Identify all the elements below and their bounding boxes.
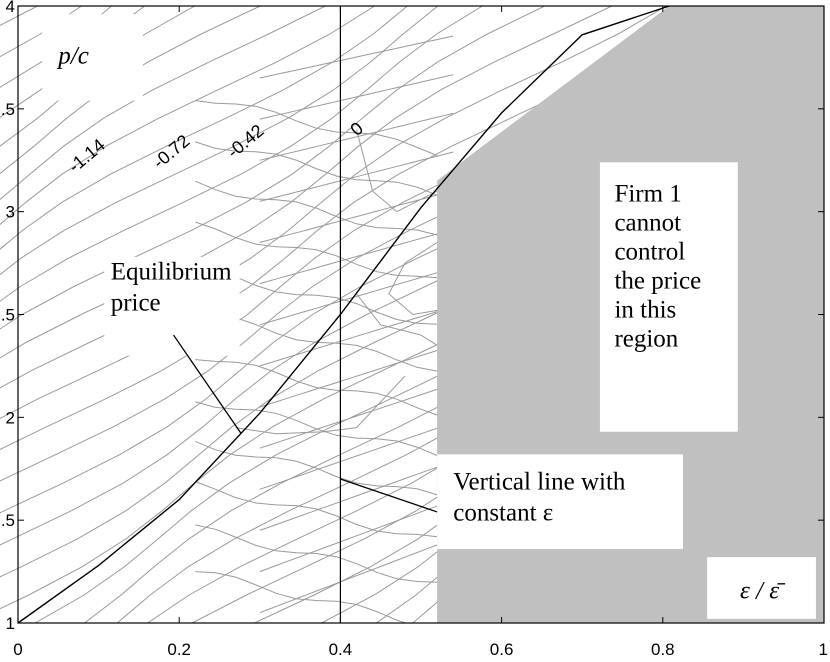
tick-marks xyxy=(17,5,825,624)
contour-line xyxy=(0,6,613,359)
contour-line xyxy=(259,228,454,285)
contour-line xyxy=(0,6,375,226)
annotation-line: control xyxy=(614,238,685,265)
contour-line xyxy=(259,74,454,120)
equilibrium-price-annotation: Equilibrium price xyxy=(111,259,232,317)
annotation-line: region xyxy=(614,325,678,352)
annotation-line: constant ε xyxy=(453,499,553,526)
y-tick-label: 1 xyxy=(6,614,15,633)
contour-line xyxy=(259,499,454,573)
contour-label: -0.42 xyxy=(223,120,267,162)
zero-contour-line xyxy=(356,129,438,213)
contour-label: 0 xyxy=(346,118,367,140)
annotation-line: cannot xyxy=(614,209,681,236)
x-tick-label: 1 xyxy=(819,640,828,659)
contour-line xyxy=(825,6,830,623)
x-tick-label: 0.8 xyxy=(651,640,675,659)
vertical-line-annotation: Vertical line with constant ε xyxy=(453,468,626,526)
contour-line xyxy=(195,180,438,236)
zero-contour-line xyxy=(388,242,438,316)
contour-line xyxy=(195,401,438,456)
contour-line xyxy=(0,6,408,250)
x-tick-label: 0.4 xyxy=(329,640,353,659)
contour-line xyxy=(259,35,454,79)
y-tick-label: 2.5 xyxy=(0,306,15,325)
region-note-box xyxy=(599,162,738,432)
equilibrium-annotation-pointer xyxy=(173,334,242,435)
contour-line xyxy=(259,267,454,326)
contour-line xyxy=(195,440,438,496)
annotation-line: Firm 1 xyxy=(614,180,681,207)
contour-line xyxy=(0,6,195,147)
annotation-line: Vertical line with xyxy=(453,468,626,495)
y-tick-label: 4 xyxy=(6,0,15,16)
annotation-line: price xyxy=(111,290,161,317)
annotation-line: in this xyxy=(614,296,676,323)
contour-line xyxy=(195,359,438,416)
contour-line xyxy=(259,422,454,490)
x-tick-label: 0.2 xyxy=(167,640,191,659)
ylabel-box xyxy=(42,14,143,101)
contour-line xyxy=(259,151,454,202)
annotation-line: the price xyxy=(614,267,701,294)
contour-line xyxy=(259,344,454,408)
x-tick-label: 0 xyxy=(13,640,22,659)
contour-line xyxy=(259,306,454,367)
vertical-annotation-pointer xyxy=(340,478,438,513)
x-axis-label: ε / ε̄ xyxy=(740,577,786,604)
annotation-line: Equilibrium xyxy=(111,259,232,286)
region-annotation: Firm 1 cannot control the price in this regio… xyxy=(614,180,701,352)
contour-line xyxy=(195,571,408,623)
y-tick-label: 3 xyxy=(6,203,15,222)
vertical-note-box xyxy=(437,454,683,549)
contour-line xyxy=(195,524,438,583)
contour-line xyxy=(259,538,454,614)
zero-contour-line xyxy=(235,375,406,435)
contour-line xyxy=(0,6,261,175)
contour-line xyxy=(195,141,438,196)
contour-line xyxy=(0,6,326,201)
contour-labels: -1.14 -0.72 -0.42 0 xyxy=(65,118,367,176)
zero-contour-line xyxy=(356,293,438,346)
contour-line xyxy=(195,221,438,279)
annotation-box xyxy=(104,256,240,356)
xlabel-box xyxy=(707,557,816,619)
y-axis-label: p/c xyxy=(56,43,89,70)
y-tick-label: 3.5 xyxy=(0,100,15,119)
contour-line xyxy=(195,100,438,156)
annotations: Equilibrium price Vertical line with consta… xyxy=(111,162,738,549)
contour-line xyxy=(259,190,454,243)
contour-line xyxy=(195,481,438,538)
contour-line xyxy=(259,383,454,449)
y-tick-label: 2 xyxy=(6,408,15,427)
contour-line xyxy=(259,112,454,161)
contour-line xyxy=(0,6,145,118)
y-tick-label: 1.5 xyxy=(0,511,15,530)
x-tick-label: 0.6 xyxy=(490,640,514,659)
contour-line xyxy=(0,6,483,302)
contour-line xyxy=(259,460,454,531)
